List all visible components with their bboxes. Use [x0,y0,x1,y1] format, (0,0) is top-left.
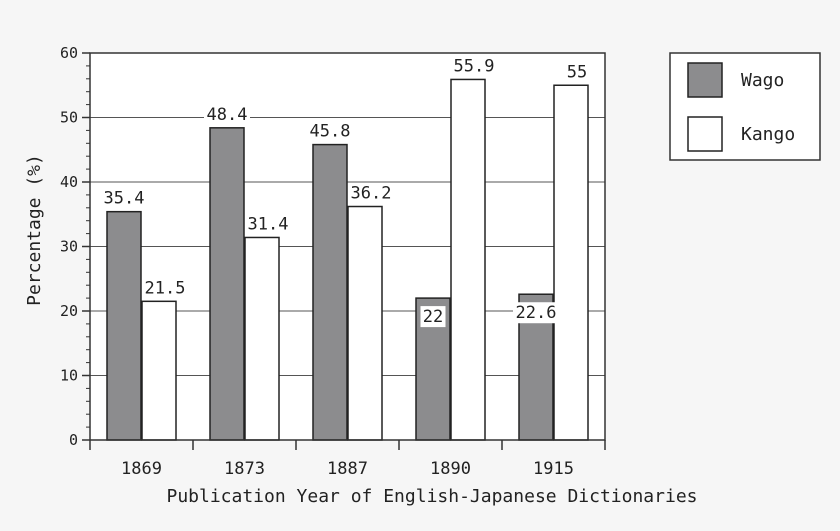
data-label-bg [101,187,147,209]
data-label-wago-1873: 48.4 [207,105,248,125]
bar-wago-1869 [106,210,142,441]
y-tick-label: 50 [60,109,78,127]
bar-kango-1887 [347,205,383,441]
data-label-bg [564,61,590,83]
bar-kango-1890 [450,78,486,441]
bar-kango-1873 [244,236,280,441]
y-tick-label: 0 [69,431,78,449]
bars [106,78,589,441]
y-tick-label: 20 [60,302,78,320]
bar-wago-1887 [312,143,348,441]
bar-kango-1915 [553,84,589,441]
data-label-bg [204,103,250,125]
y-tick-label: 30 [60,238,78,256]
data-label-bg [142,277,188,299]
legend-label-kango: Kango [741,124,795,145]
data-label-kango-1887: 36.2 [351,184,392,204]
y-tick-label: 60 [60,44,78,62]
data-label-bg [513,302,559,324]
legend-swatch-kango [687,116,723,152]
y-tick-label: 10 [60,367,78,385]
bar-wago-1873 [209,127,245,441]
data-label-bg [245,213,291,235]
data-label-kango-1915: 55 [567,62,587,82]
data-label-bg [348,182,394,204]
x-tick-label: 1915 [533,459,574,479]
bar-kango-1869 [141,300,177,441]
axes: 0 10 20 30 40 50 60 1869 1873 1887 1890 1915 [60,44,606,479]
data-label-kango-1869: 21.5 [145,278,186,298]
x-tick-label: 1873 [224,459,265,479]
x-tick-label: 1890 [430,459,471,479]
data-label-wago-1869: 35.4 [104,189,145,209]
legend-label-wago: Wago [741,70,784,91]
data-label-bg [307,120,353,142]
data-label-kango-1873: 31.4 [248,214,289,234]
data-label-kango-1890: 55.9 [454,56,495,76]
data-label-wago-1890: 22 [423,307,443,327]
x-tick-label: 1887 [327,459,368,479]
data-label-wago-1915: 22.6 [516,303,557,323]
y-tick-label: 40 [60,173,78,191]
x-axis-title: Publication Year of English-Japanese Dic… [166,486,697,507]
x-tick-label: 1869 [121,459,162,479]
data-label-bg [451,55,497,77]
legend-swatch-wago [687,62,723,98]
legend: Wago Kango [669,52,821,161]
data-labels: 35.4 21.5 48.4 31.4 45.8 36.2 22 55.9 22.6 55 [101,55,590,328]
data-label-wago-1887: 45.8 [310,122,351,142]
data-label-bg [420,306,446,328]
y-axis-title: Percentage (%) [24,154,45,306]
